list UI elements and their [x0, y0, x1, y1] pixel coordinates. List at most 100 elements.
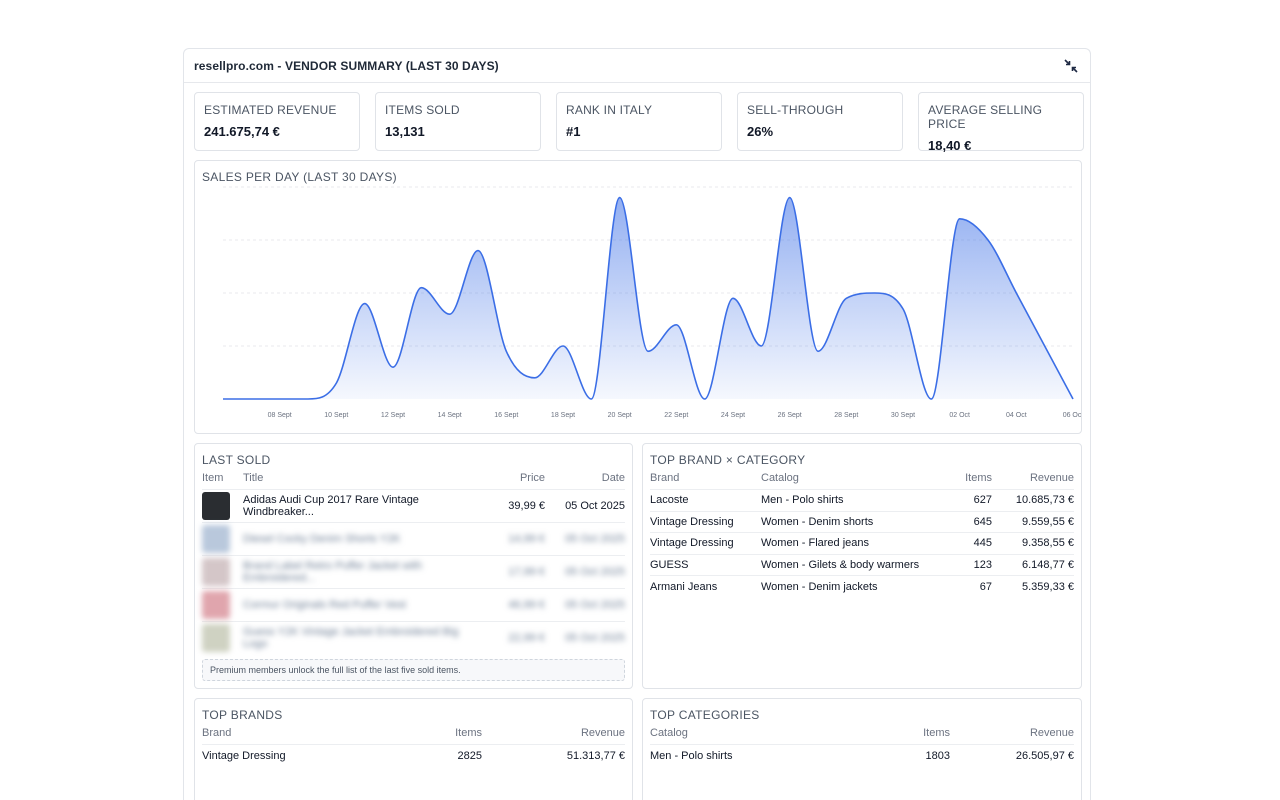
table-cell: 6.148,77 €: [992, 553, 1074, 576]
col-price: Price: [519, 472, 545, 484]
table-cell: 05 Oct 2025: [545, 588, 625, 622]
item-thumbnail: [202, 624, 230, 653]
last-sold-row[interactable]: Diesel Cocky Denim Shorts Y2K 14,99 €05 O…: [202, 522, 625, 556]
last-sold-row[interactable]: Guess Y2K Vintage Jacket Embroidered Big…: [202, 621, 625, 655]
table-row[interactable]: Vintage Dressing Women - Flared jeans 445 9…: [650, 532, 1074, 554]
last-sold-card: LAST SOLD Item Title Price Date Adidas A…: [194, 443, 633, 689]
table-cell: 9.358,55 €: [992, 532, 1074, 554]
table-row[interactable]: Vintage Dressing Women - Denim shorts 645 9…: [650, 510, 1074, 533]
last-sold-row[interactable]: Brand Label Retro Puffer Jacket with Emb…: [202, 555, 625, 589]
top-categories-table: Catalog Items Revenue Men - Polo shirts 1…: [650, 723, 1074, 766]
last-sold-table: Item Title Price Date Adidas Audi Cup 20…: [202, 468, 625, 655]
col-revenue: Revenue: [580, 727, 625, 739]
table-row[interactable]: GUESS Women - Gilets & body warmers 123 6.1…: [650, 553, 1074, 576]
table-cell: Lacoste: [650, 489, 761, 511]
table-cell: 22,99 €: [485, 621, 545, 655]
top-brand-category-title: TOP BRAND × CATEGORY: [650, 453, 806, 467]
table-cell: 2825: [402, 744, 482, 766]
table-cell: Adidas Audi Cup 2017 Rare Vintage Windbr…: [243, 489, 485, 523]
table-cell: 39,99 €: [485, 489, 545, 523]
x-tick-label: 30 Sept: [891, 412, 915, 419]
kpi-label: RANK IN ITALY: [566, 103, 653, 117]
top-brand-category-card: TOP BRAND × CATEGORY Brand Catalog Items…: [642, 443, 1082, 689]
col-catalog: Catalog: [761, 472, 799, 484]
kpi-label: SELL-THROUGH: [747, 103, 844, 117]
top-brands-table: Brand Items Revenue Vintage Dressing 2825…: [202, 723, 625, 766]
item-thumbnail: [202, 558, 230, 586]
col-item: Item: [202, 472, 224, 484]
kpi-items-sold: ITEMS SOLD 13,131: [375, 92, 541, 151]
table-cell: 46,99 €: [485, 588, 545, 622]
kpi-value: 26%: [747, 124, 774, 139]
item-thumb-cell: [202, 621, 243, 655]
col-revenue: Revenue: [1029, 472, 1074, 484]
table-cell: 67: [937, 575, 992, 597]
premium-note: Premium members unlock the full list of …: [202, 658, 625, 681]
x-tick-label: 18 Sept: [551, 412, 575, 419]
table-row[interactable]: Men - Polo shirts 1803 26.505,97 €: [650, 744, 1074, 766]
x-tick-label: 12 Sept: [381, 412, 405, 419]
table-cell: GUESS: [650, 553, 761, 576]
item-thumbnail: [202, 591, 230, 619]
panel-title: resellpro.com - VENDOR SUMMARY (LAST 30 …: [194, 58, 499, 73]
item-thumbnail: [202, 492, 230, 520]
vendor-summary-panel: resellpro.com - VENDOR SUMMARY (LAST 30 …: [183, 48, 1091, 800]
collapse-icon[interactable]: [1062, 57, 1080, 75]
top-categories-card: TOP CATEGORIES Catalog Items Revenue Men…: [642, 698, 1082, 800]
table-cell: 10.685,73 €: [992, 489, 1074, 511]
table-cell: Women - Denim jackets: [761, 575, 937, 597]
top-categories-title: TOP CATEGORIES: [650, 708, 760, 722]
table-cell: 445: [937, 532, 992, 554]
col-items: Items: [965, 472, 992, 484]
kpi-sell-through: SELL-THROUGH 26%: [737, 92, 903, 151]
top-brands-title: TOP BRANDS: [202, 708, 283, 722]
sales-line: [222, 196, 1074, 400]
table-cell: Women - Gilets & body warmers: [761, 553, 937, 576]
x-tick-label: 06 Oct: [1063, 412, 1082, 419]
kpi-value: 13,131: [385, 124, 425, 139]
table-cell: 05 Oct 2025: [545, 489, 625, 523]
table-row[interactable]: Lacoste Men - Polo shirts 627 10.685,73 €: [650, 489, 1074, 511]
table-cell: Vintage Dressing: [650, 510, 761, 533]
x-tick-label: 04 Oct: [1006, 412, 1027, 419]
table-cell: 05 Oct 2025: [545, 621, 625, 655]
kpi-estimated-revenue: ESTIMATED REVENUE 241.675,74 €: [194, 92, 360, 151]
table-row[interactable]: Armani Jeans Women - Denim jackets 67 5.359…: [650, 575, 1074, 597]
kpi-value: 241.675,74 €: [204, 124, 280, 139]
table-cell: 26.505,97 €: [950, 744, 1074, 766]
table-cell: Women - Denim shorts: [761, 510, 937, 533]
panel-header: resellpro.com - VENDOR SUMMARY (LAST 30 …: [184, 49, 1090, 83]
table-cell: Cormur Originals Red Puffer Vest: [243, 588, 485, 622]
table-cell: Vintage Dressing: [650, 532, 761, 554]
table-cell: Vintage Dressing: [202, 744, 402, 766]
col-items: Items: [923, 727, 950, 739]
x-tick-label: 16 Sept: [494, 412, 518, 419]
item-thumb-cell: [202, 555, 243, 589]
last-sold-title: LAST SOLD: [202, 453, 271, 467]
last-sold-row[interactable]: Adidas Audi Cup 2017 Rare Vintage Windbr…: [202, 489, 625, 523]
sales-chart-card: SALES PER DAY (LAST 30 DAYS) 08 Sept 10 S…: [194, 160, 1082, 434]
table-row[interactable]: Vintage Dressing 2825 51.313,77 €: [202, 744, 625, 766]
table-cell: Men - Polo shirts: [650, 744, 870, 766]
item-thumb-cell: [202, 588, 243, 622]
col-date: Date: [601, 472, 625, 484]
table-cell: 14,99 €: [485, 522, 545, 556]
x-tick-label: 02 Oct: [949, 412, 970, 419]
x-tick-label: 20 Sept: [608, 412, 632, 419]
x-tick-label: 26 Sept: [778, 412, 802, 419]
kpi-row: ESTIMATED REVENUE 241.675,74 € ITEMS SOL…: [194, 92, 1084, 153]
table-cell: Brand Label Retro Puffer Jacket with Emb…: [243, 555, 485, 589]
item-thumb-cell: [202, 489, 243, 523]
col-revenue: Revenue: [1029, 727, 1074, 739]
item-thumb-cell: [202, 522, 243, 556]
top-brands-card: TOP BRANDS Brand Items Revenue Vintage D…: [194, 698, 633, 800]
x-tick-label: 24 Sept: [721, 412, 745, 419]
table-cell: 17,99 €: [485, 555, 545, 589]
last-sold-row[interactable]: Cormur Originals Red Puffer Vest 46,99 €0…: [202, 588, 625, 622]
col-brand: Brand: [202, 727, 232, 739]
table-cell: Diesel Cocky Denim Shorts Y2K: [243, 522, 485, 556]
kpi-label: ESTIMATED REVENUE: [204, 103, 337, 117]
table-cell: 05 Oct 2025: [545, 522, 625, 556]
x-tick-label: 08 Sept: [268, 412, 292, 419]
x-tick-label: 28 Sept: [834, 412, 858, 419]
